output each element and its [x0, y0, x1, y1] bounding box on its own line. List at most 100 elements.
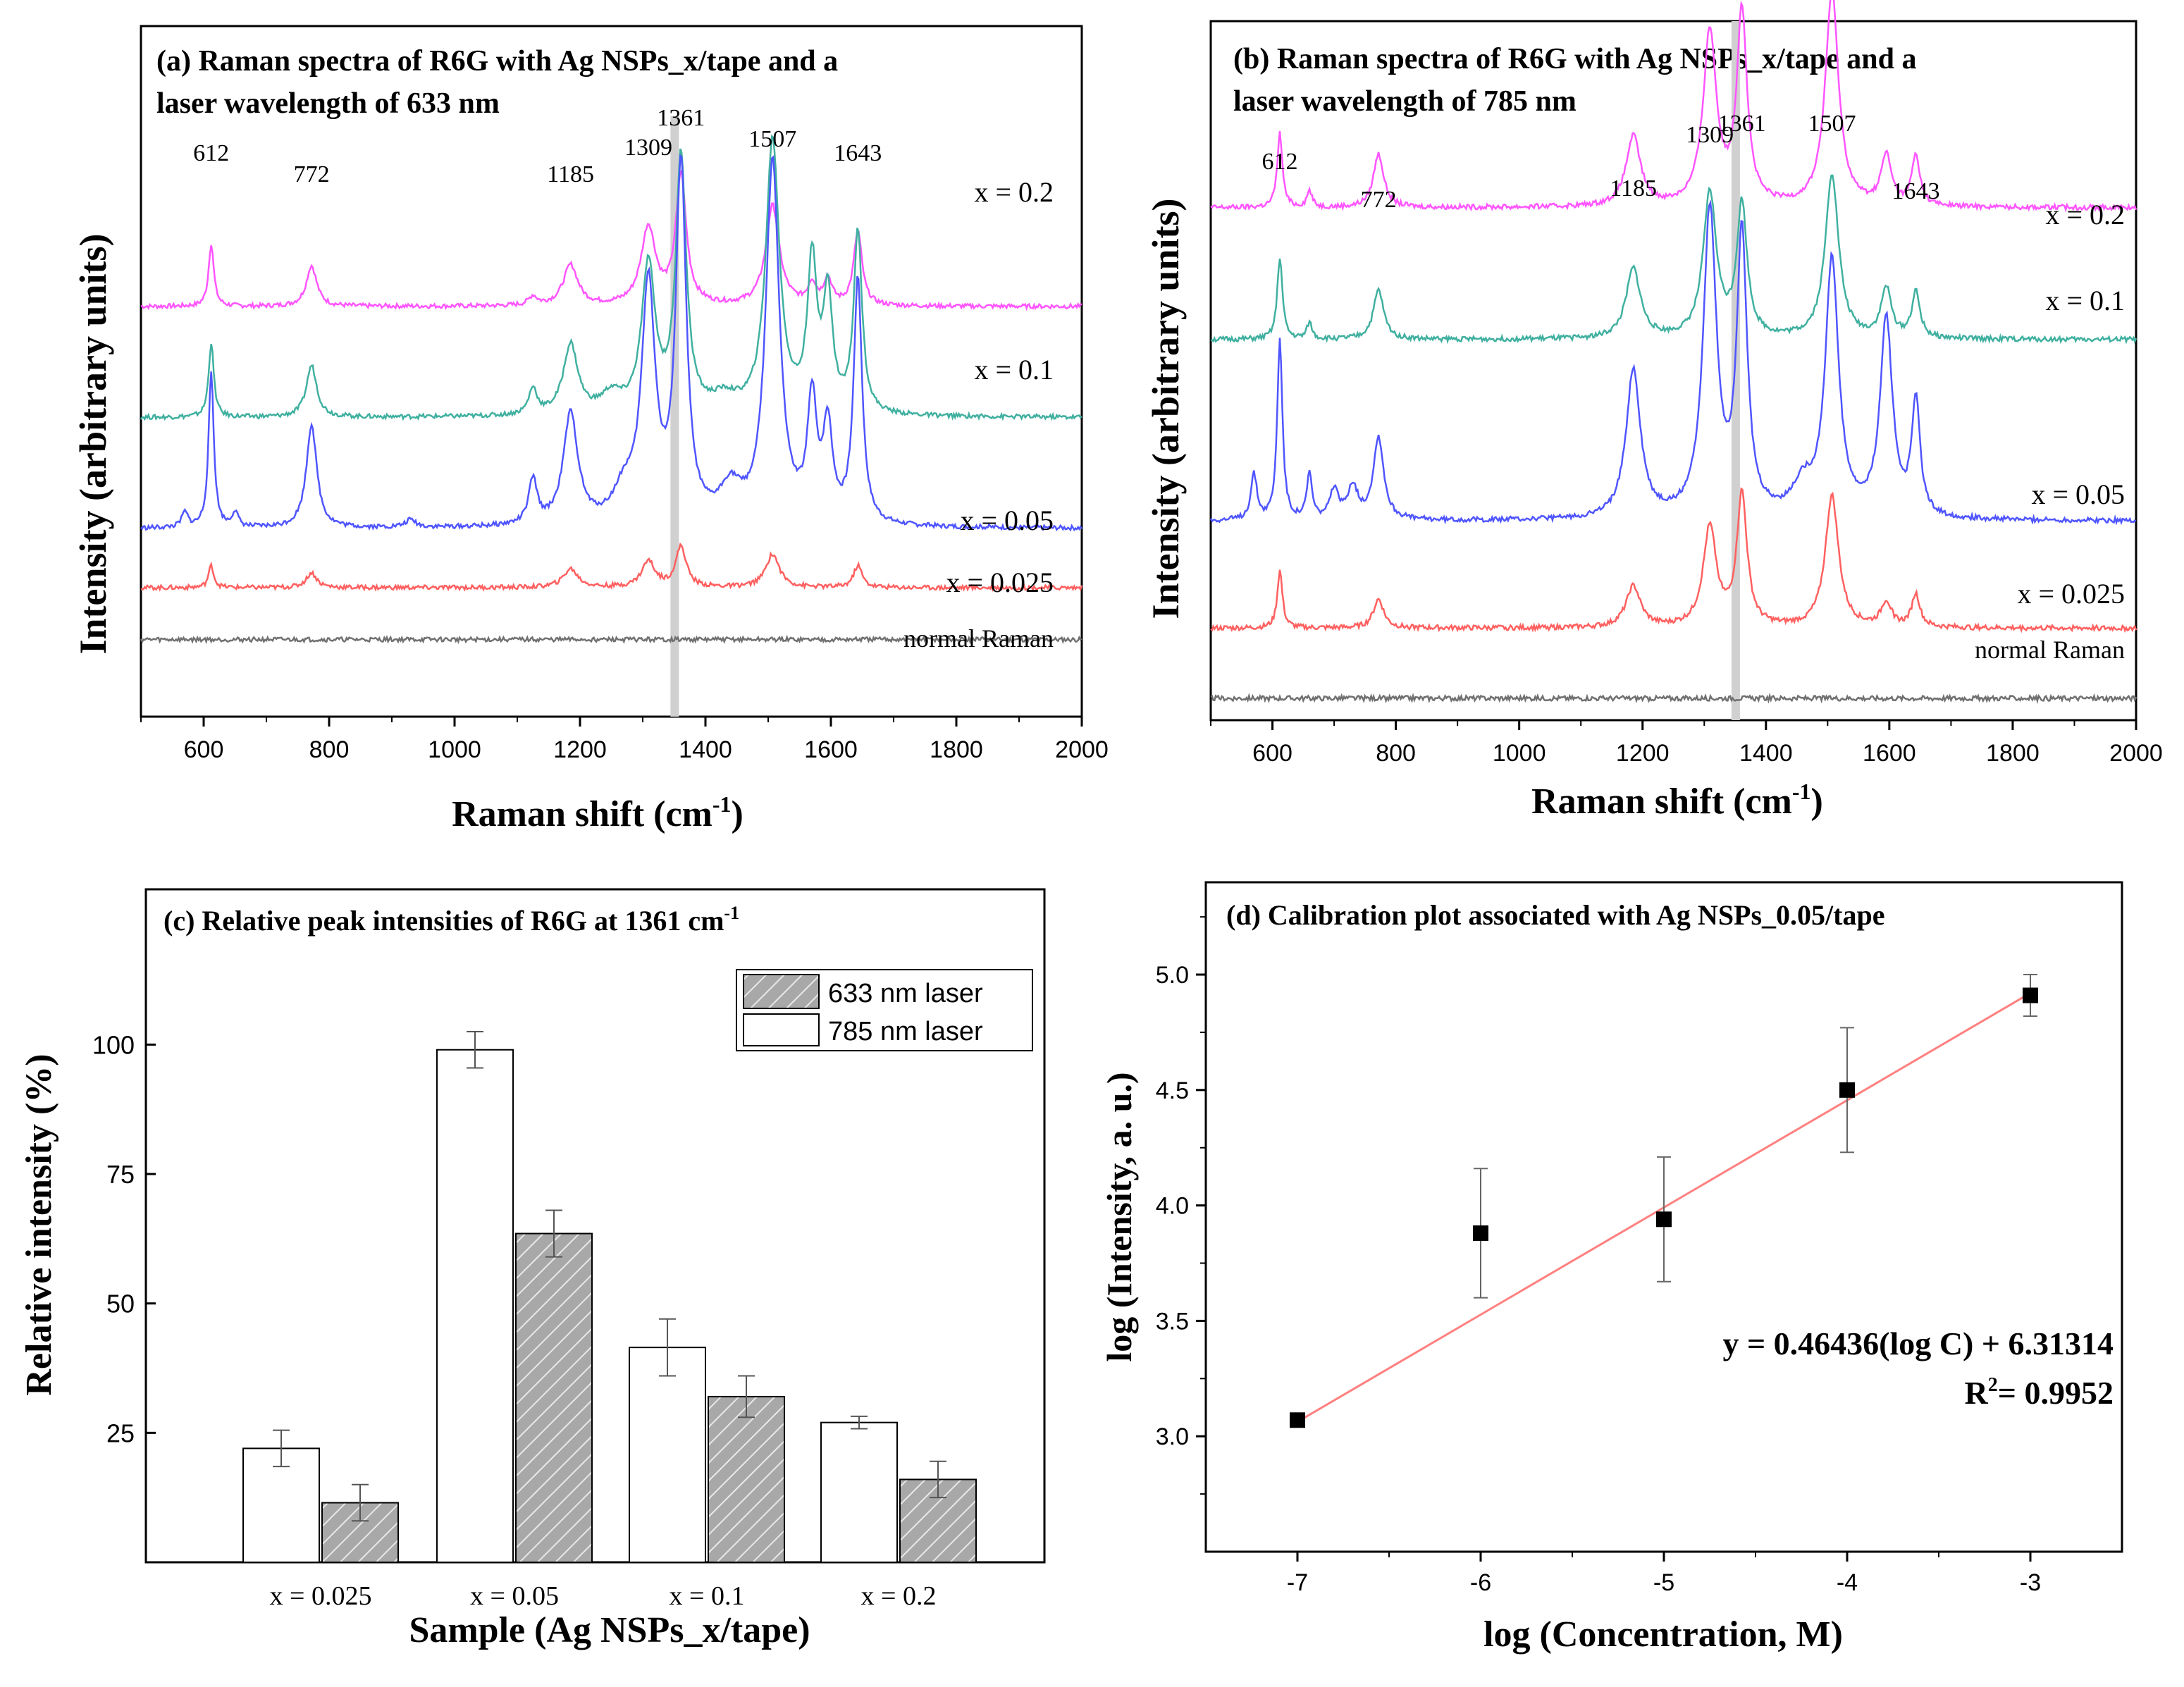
data-point [1839, 1082, 1855, 1098]
panel-c-y-tick-label: 100 [92, 1030, 135, 1059]
data-point [2023, 987, 2038, 1003]
b-x-tick-label: 1400 [1739, 740, 1793, 767]
panel-c-legend: 633 nm laser 785 nm laser [736, 969, 1033, 1051]
panel-d-x-tick-label: -6 [1470, 1569, 1491, 1596]
panel-c-category-label: x = 0.025 [270, 1581, 372, 1611]
panel-c-category-label: x = 0.2 [861, 1581, 937, 1611]
b-series-label: x = 0.025 [2017, 578, 2125, 610]
data-point [1290, 1412, 1305, 1428]
b-x-tick-label: 1800 [1986, 740, 2040, 767]
a-series-line-0 [140, 168, 1082, 311]
panel-a-xlabel-main: Raman shift (cm [452, 794, 712, 834]
b-peak-label: 1361 [1718, 111, 1766, 137]
b-peak-label: 1643 [1892, 178, 1940, 204]
legend-swatch-633 [743, 974, 820, 1009]
b-peak-label: 1507 [1808, 111, 1856, 137]
a-x-tick-label: 600 [184, 736, 224, 763]
b-x-tick-label: 800 [1376, 740, 1416, 767]
a-x-tick-label: 2000 [1055, 736, 1109, 763]
panel-d-ylabel: log (Intensity, a. u.) [1099, 1072, 1139, 1361]
panel-d-x-tick-label: -3 [2020, 1569, 2041, 1596]
panel-c-y-tick-label: 25 [106, 1419, 135, 1447]
a-peak-label: 612 [193, 140, 229, 166]
a-series-label: x = 0.2 [974, 176, 1054, 208]
b-highlight-band [1731, 21, 1740, 720]
a-peak-label: 1643 [834, 140, 882, 166]
panel-c-y-tick-label: 75 [106, 1160, 135, 1189]
bar-785 [629, 1347, 706, 1564]
panel-b-frame [1209, 20, 2137, 722]
bar-633 [321, 1502, 399, 1564]
a-series-label: x = 0.025 [946, 567, 1054, 598]
panel-a-ylabel: Intensity (arbitrary units) [72, 234, 114, 655]
b-x-tick-label: 1600 [1863, 740, 1916, 767]
b-series-line-1 [1210, 174, 2137, 345]
panel-c-category-label: x = 0.05 [470, 1581, 559, 1611]
data-point [1656, 1211, 1672, 1228]
panel-d-x-tick-label: -7 [1287, 1569, 1308, 1596]
panel-d-y-tick-label: 3.0 [1156, 1423, 1189, 1450]
panel-d-calibration: (d) Calibration plot associated with Ag … [1099, 881, 2123, 1655]
panel-c-category-label: x = 0.1 [670, 1581, 745, 1611]
b-peak-label: 1185 [1610, 175, 1657, 202]
panel-d-x-tick-label: -4 [1837, 1569, 1858, 1596]
b-series-label: normal Raman [1975, 636, 2125, 664]
b-series-line-3 [1210, 487, 2137, 634]
a-x-tick-label: 800 [309, 736, 350, 763]
panel-a-title-line2: laser wavelength of 633 nm [156, 87, 500, 120]
panel-c-ylabel: Relative intensity (%) [19, 1053, 59, 1395]
b-peak-label: 612 [1262, 149, 1298, 175]
panel-a-xlabel-sup: -1 [712, 791, 732, 817]
panel-b-xlabel-end: ) [1811, 781, 1823, 822]
bar-633 [515, 1232, 593, 1564]
legend-swatch-785 [743, 1013, 820, 1046]
bar-785 [820, 1421, 898, 1563]
panel-b-xlabel-main: Raman shift (cm [1531, 781, 1792, 822]
panel-b-title-line1: (b) Raman spectra of R6G with Ag NSPs_x/… [1233, 43, 1917, 75]
panel-c-title-sup: -1 [724, 903, 739, 923]
panel-c-xlabel: Sample (Ag NSPs_x/tape) [409, 1610, 810, 1650]
a-x-tick-label: 1600 [804, 736, 858, 763]
panel-d-title: (d) Calibration plot associated with Ag … [1226, 899, 1885, 931]
panel-d-xlabel: log (Concentration, M) [1483, 1614, 1843, 1655]
a-x-tick-label: 1200 [553, 736, 607, 763]
panel-a-xlabel-end: ) [732, 794, 744, 834]
panel-a-xlabel: Raman shift (cm-1) [452, 791, 744, 834]
bar-633 [708, 1395, 785, 1564]
b-series-label: x = 0.05 [2031, 478, 2125, 510]
panel-a-title-line1: (a) Raman spectra of R6G with Ag NSPs_x/… [156, 45, 838, 78]
panel-c-relative-intensity: (c) Relative peak intensities of R6G at … [19, 888, 1046, 1650]
a-series-line-3 [140, 542, 1083, 593]
b-peak-label: 772 [1361, 187, 1397, 213]
panel-d-y-tick-label: 3.5 [1156, 1308, 1189, 1335]
panel-c-title: (c) Relative peak intensities of R6G at … [164, 903, 739, 937]
panel-c-y-tick-label: 50 [106, 1290, 135, 1318]
panel-a-frame [140, 25, 1083, 718]
a-peak-label: 1507 [748, 126, 796, 152]
panel-c-frame [144, 888, 1046, 1564]
panel-d-r2: R2= 0.9952 [1965, 1374, 2114, 1411]
data-point [1473, 1225, 1488, 1241]
b-x-tick-label: 1200 [1616, 740, 1670, 767]
panel-d-equation: y = 0.46436(log C) + 6.31314 [1722, 1326, 2114, 1361]
bar-785 [242, 1447, 320, 1563]
b-series-line-0 [1210, 0, 2137, 213]
legend-label-785: 785 nm laser [828, 1017, 983, 1046]
a-series-line-1 [140, 134, 1082, 421]
panel-b-ylabel: Intensity (arbitrary units) [1145, 199, 1187, 619]
b-series-line-2 [1209, 199, 2137, 526]
panel-a-raman-633: (a) Raman spectra of R6G with Ag NSPs_x/… [72, 25, 1109, 834]
panel-b-xlabel-sup: -1 [1792, 779, 1811, 804]
b-x-tick-label: 2000 [2109, 740, 2163, 767]
a-x-tick-label: 1000 [428, 736, 481, 763]
panel-d-y-tick-label: 4.5 [1156, 1077, 1189, 1104]
panel-b-raman-785: (b) Raman spectra of R6G with Ag NSPs_x/… [1145, 0, 2163, 822]
a-x-tick-label: 1800 [930, 736, 983, 763]
a-series-label: x = 0.05 [960, 505, 1054, 536]
b-series-label: x = 0.1 [2045, 285, 2125, 316]
a-peak-label: 1309 [624, 135, 672, 161]
panel-b-title-line2: laser wavelength of 785 nm [1233, 85, 1577, 118]
panel-c-title-main: (c) Relative peak intensities of R6G at … [164, 905, 724, 937]
a-series-label: normal Raman [903, 624, 1054, 653]
